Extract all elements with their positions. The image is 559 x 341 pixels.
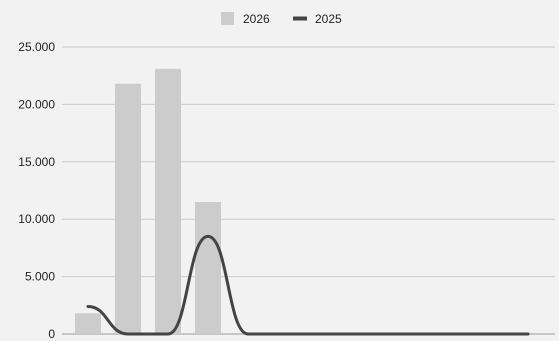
bar bbox=[195, 201, 221, 334]
legend-swatch-2025 bbox=[293, 16, 307, 21]
line-path bbox=[86, 234, 530, 336]
legend-swatch-2026 bbox=[221, 12, 234, 25]
bar-series-2026 bbox=[75, 68, 221, 335]
y-tick-label: 25.000 bbox=[18, 40, 55, 54]
y-tick-label: 10.000 bbox=[18, 212, 55, 226]
line-series-2025 bbox=[86, 234, 530, 336]
legend-label-2025: 2025 bbox=[315, 12, 342, 26]
bar bbox=[75, 313, 101, 334]
y-tick-label: 20.000 bbox=[18, 97, 55, 111]
bar bbox=[155, 68, 181, 334]
legend-label-2026: 2026 bbox=[243, 12, 270, 26]
legend: 2026 2025 bbox=[221, 12, 342, 26]
y-tick-label: 15.000 bbox=[18, 155, 55, 169]
y-axis-tick-labels: 0 5.000 10.000 15.000 20.000 25.000 bbox=[18, 40, 55, 341]
y-tick-label: 5.000 bbox=[25, 270, 55, 284]
bar bbox=[115, 83, 141, 335]
y-tick-label: 0 bbox=[48, 327, 55, 341]
